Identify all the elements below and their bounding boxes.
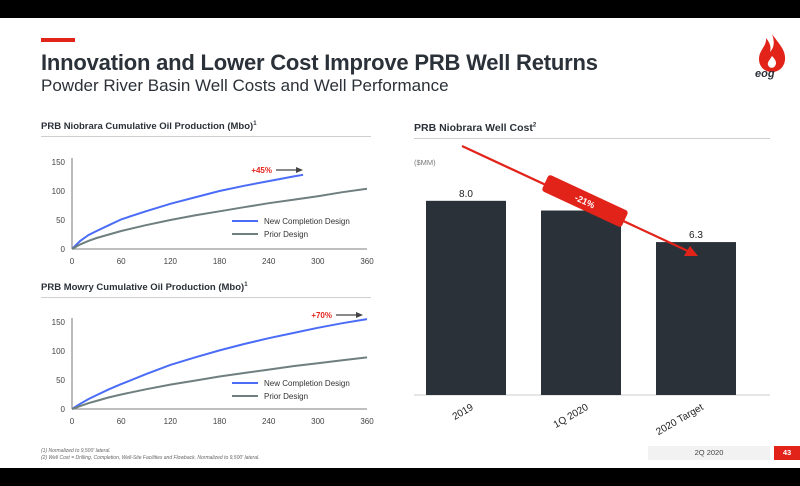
mowry-annotation: +70% (311, 311, 332, 320)
mowry-x-tick: 180 (213, 417, 227, 426)
mowry-y-tick: 50 (56, 376, 65, 385)
niobrara-legend-label: New Completion Design (264, 217, 350, 226)
mowry-prior-design-line (71, 356, 368, 410)
niobrara-y-tick: 150 (52, 158, 66, 167)
niobrara-x-tick: 60 (117, 257, 126, 266)
niobrara-y-tick: 100 (52, 187, 66, 196)
page-title: Innovation and Lower Cost Improve PRB We… (41, 50, 598, 75)
niobrara-y-tick: 0 (61, 245, 66, 254)
mowry-annotation-arrow-head (356, 312, 363, 318)
niobrara-legend-label: Prior Design (264, 230, 308, 239)
page-subtitle: Powder River Basin Well Costs and Well P… (41, 76, 449, 95)
well-cost-rule (414, 138, 770, 139)
logo-text: eog (755, 68, 775, 80)
niobrara-production-title-sup: 1 (253, 121, 257, 127)
mowry-new-design-line (71, 318, 368, 410)
page-number: 43 (774, 446, 800, 460)
niobrara-annotation-arrow-head (296, 167, 303, 173)
mowry-y-tick: 150 (52, 318, 66, 327)
mowry-legend-label: Prior Design (264, 392, 308, 401)
niobrara-prior-design-line (71, 187, 368, 250)
niobrara-x-tick: 300 (311, 257, 325, 266)
footnote-1: (1) Normalized to 9,500' lateral. (41, 448, 111, 454)
mowry-x-tick: 120 (164, 417, 178, 426)
mowry-production-rule (41, 297, 371, 298)
well-cost-title-sup: 2 (532, 122, 537, 129)
footer-date: 2Q 2020 (648, 446, 770, 460)
niobrara-x-tick: 120 (164, 257, 178, 266)
mowry-y-tick: 100 (52, 347, 66, 356)
mowry-y-tick: 0 (61, 405, 66, 414)
well-cost-category-label: 1Q 2020 (552, 402, 591, 431)
accent-bar (41, 38, 75, 42)
well-cost-value-label: 6.3 (689, 230, 703, 241)
well-cost-unit: ($MM) (414, 158, 436, 167)
mowry-x-tick: 300 (311, 417, 325, 426)
mowry-x-tick: 360 (360, 417, 374, 426)
well-cost-bar (426, 200, 506, 395)
niobrara-production-title: PRB Niobrara Cumulative Oil Production (… (41, 121, 257, 132)
niobrara-annotation: +45% (251, 166, 272, 175)
well-cost-value-label: 8.0 (459, 189, 473, 200)
well-cost-trend-arrowhead (684, 246, 698, 256)
well-cost-title-text: PRB Niobrara Well Cost (414, 122, 533, 134)
niobrara-y-tick: 50 (56, 216, 65, 225)
mowry-x-tick: 240 (262, 417, 276, 426)
well-cost-bar (541, 210, 621, 395)
well-cost-category-label: 2019 (451, 402, 476, 423)
niobrara-x-tick: 240 (262, 257, 276, 266)
niobrara-x-tick: 0 (70, 257, 75, 266)
niobrara-production-rule (41, 136, 371, 137)
well-cost-category-label: 2020 Target (654, 402, 705, 438)
mowry-legend-label: New Completion Design (264, 379, 350, 388)
well-cost-title: PRB Niobrara Well Cost2 (414, 122, 536, 134)
mowry-production-title-text: PRB Mowry Cumulative Oil Production (Mbo… (41, 282, 245, 294)
footnotes: (1) Normalized to 9,500' lateral. (2) We… (41, 448, 260, 462)
niobrara-x-tick: 360 (360, 257, 374, 266)
well-cost-annotation-badge: -21% (542, 175, 628, 227)
slide: Innovation and Lower Cost Improve PRB We… (0, 18, 800, 468)
niobrara-x-tick: 180 (213, 257, 227, 266)
mowry-production-title: PRB Mowry Cumulative Oil Production (Mbo… (41, 282, 248, 293)
well-cost-bar (656, 242, 736, 395)
mowry-production-title-sup: 1 (244, 282, 248, 288)
footnote-2: (2) Well Cost = Drilling, Completion, We… (41, 455, 260, 461)
mowry-x-tick: 60 (117, 417, 126, 426)
eog-flame-logo-icon (759, 34, 786, 72)
niobrara-new-design-line (71, 173, 304, 250)
niobrara-production-title-text: PRB Niobrara Cumulative Oil Production (… (41, 121, 254, 133)
mowry-x-tick: 0 (70, 417, 75, 426)
well-cost-annotation-badge-bg (542, 175, 628, 227)
